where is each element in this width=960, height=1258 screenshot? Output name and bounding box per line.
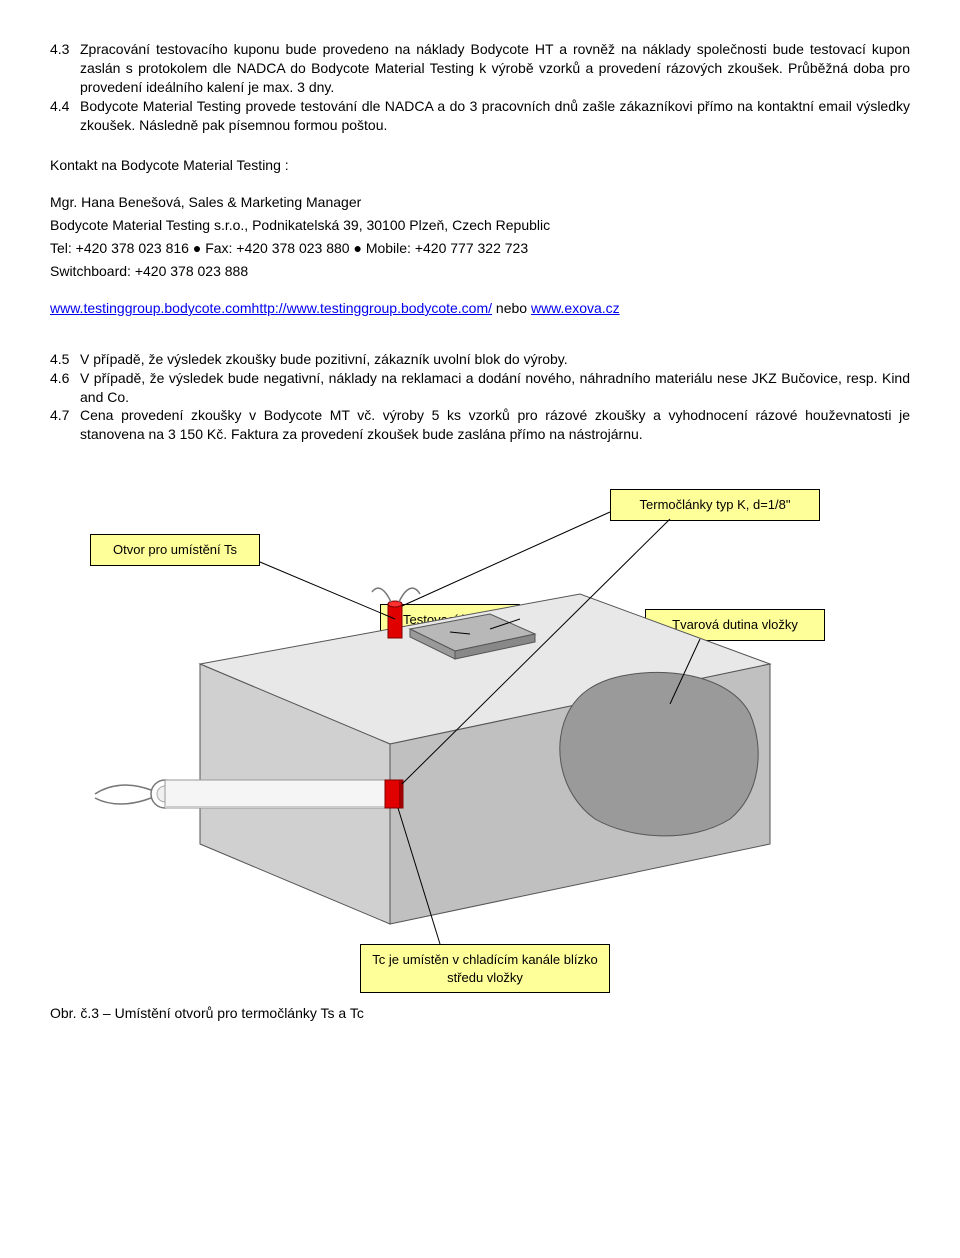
link-separator: nebo	[492, 300, 531, 316]
item-text: V případě, že výsledek zkoušky bude pozi…	[80, 350, 910, 369]
item-number: 4.5	[50, 350, 80, 369]
block-illustration	[50, 474, 910, 994]
item-4-6: 4.6 V případě, že výsledek bude negativn…	[50, 369, 910, 407]
item-text: Zpracování testovacího kuponu bude prove…	[80, 40, 910, 97]
contact-heading: Kontakt na Bodycote Material Testing :	[50, 156, 910, 175]
item-number: 4.3	[50, 40, 80, 97]
contact-line: Mgr. Hana Benešová, Sales & Marketing Ma…	[50, 193, 910, 212]
contact-line: Switchboard: +420 378 023 888	[50, 262, 910, 281]
item-4-5: 4.5 V případě, že výsledek zkoušky bude …	[50, 350, 910, 369]
item-4-7: 4.7 Cena provedení zkoušky v Bodycote MT…	[50, 406, 910, 444]
item-number: 4.6	[50, 369, 80, 407]
item-number: 4.7	[50, 406, 80, 444]
link-exova[interactable]: www.exova.cz	[531, 300, 620, 316]
item-4-4: 4.4 Bodycote Material Testing provede te…	[50, 97, 910, 135]
figure-caption: Obr. č.3 – Umístění otvorů pro termočlán…	[50, 1004, 910, 1023]
item-text: V případě, že výsledek bude negativní, n…	[80, 369, 910, 407]
contact-links: www.testinggroup.bodycote.comhttp://www.…	[50, 299, 910, 318]
diagram: Otvor pro umístění Ts Termočlánky typ K,…	[50, 474, 910, 994]
item-number: 4.4	[50, 97, 80, 135]
contact-line: Tel: +420 378 023 816 ● Fax: +420 378 02…	[50, 239, 910, 258]
contact-line: Bodycote Material Testing s.r.o., Podnik…	[50, 216, 910, 235]
item-4-3: 4.3 Zpracování testovacího kuponu bude p…	[50, 40, 910, 97]
link-testinggroup[interactable]: www.testinggroup.bodycote.comhttp://www.…	[50, 300, 492, 316]
item-text: Cena provedení zkoušky v Bodycote MT vč.…	[80, 406, 910, 444]
item-text: Bodycote Material Testing provede testov…	[80, 97, 910, 135]
